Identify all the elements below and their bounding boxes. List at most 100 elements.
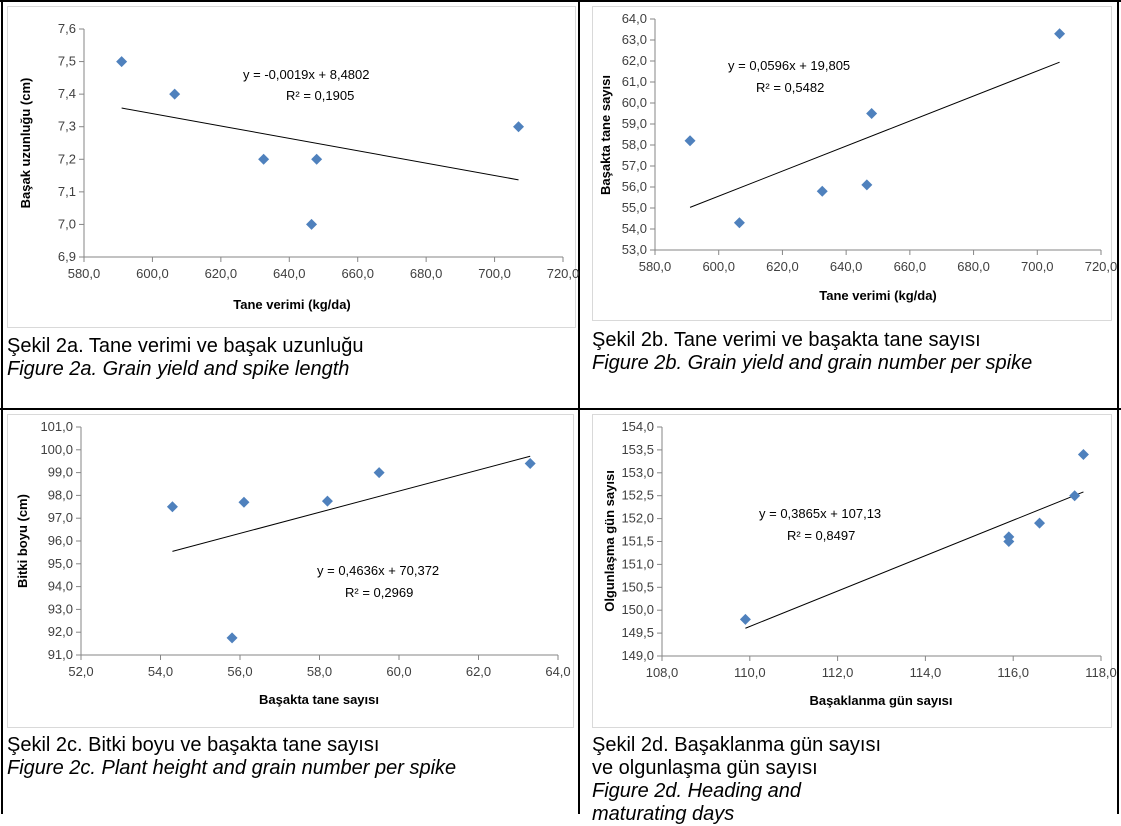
chart-2d-svg: 149,0 149,5 150,0 150,5 151,0 151,5 152,0 152,5… xyxy=(602,419,1117,708)
trendline xyxy=(689,61,1060,208)
y-tick-label: 61,0 xyxy=(622,74,647,89)
x-tick-label: 116,0 xyxy=(997,665,1029,680)
y-tick-label: 6,9 xyxy=(58,249,76,264)
r-squared-label: R² = 0,1905 xyxy=(286,88,354,103)
x-tick-label: 660,0 xyxy=(341,266,374,281)
data-point xyxy=(238,496,250,508)
x-axis-title: Tane verimi (kg/da) xyxy=(233,297,351,312)
x-tick-label: 118,0 xyxy=(1085,665,1117,680)
x-tick-label: 640,0 xyxy=(830,259,863,274)
y-tick-label: 95,0 xyxy=(48,556,73,571)
y-tick-label: 149,5 xyxy=(621,625,654,640)
x-tick-label: 58,0 xyxy=(307,664,332,679)
caption-2a: Şekil 2a. Tane verimi ve başak uzunluğu … xyxy=(7,335,364,381)
y-tick-label: 7,2 xyxy=(58,151,76,166)
caption-2d: Şekil 2d. Başaklanma gün sayısı ve olgun… xyxy=(592,734,892,826)
data-point xyxy=(861,179,873,191)
y-tick-label: 152,0 xyxy=(621,511,654,526)
data-point xyxy=(524,457,536,469)
y-tick-label: 58,0 xyxy=(622,137,647,152)
table-border-middle xyxy=(578,0,580,814)
data-point xyxy=(169,88,181,100)
y-tick-label: 94,0 xyxy=(48,579,73,594)
caption-2d-en: Figure 2d. Heading and maturating days xyxy=(592,780,802,825)
table-border-right xyxy=(1117,0,1119,814)
x-tick-label: 620,0 xyxy=(766,259,799,274)
data-point xyxy=(733,217,745,229)
y-tick-label: 7,4 xyxy=(58,86,76,101)
x-tick-label: 56,0 xyxy=(227,664,252,679)
y-tick-label: 150,5 xyxy=(621,579,654,594)
x-tick-label: 700,0 xyxy=(1021,259,1054,274)
data-point xyxy=(311,153,323,165)
caption-2b-tr: Şekil 2b. Tane verimi ve başakta tane sa… xyxy=(592,329,981,351)
data-point xyxy=(1077,448,1089,460)
caption-2c: Şekil 2c. Bitki boyu ve başakta tane say… xyxy=(7,734,456,780)
y-tick-label: 55,0 xyxy=(622,200,647,215)
chart-2b: 53,0 54,0 55,0 56,0 57,0 58,0 59,0 60,0 61,0 62,0… xyxy=(592,6,1117,321)
y-tick-label: 54,0 xyxy=(622,221,647,236)
x-tick-label: 620,0 xyxy=(205,266,238,281)
caption-2a-en: Figure 2a. Grain yield and spike length xyxy=(7,358,350,380)
trendline-equation: y = -0,0019x + 8,4802 xyxy=(243,67,369,82)
y-tick-label: 93,0 xyxy=(48,601,73,616)
x-tick-label: 64,0 xyxy=(545,664,570,679)
x-tick-label: 600,0 xyxy=(136,266,169,281)
chart-2a-svg: 6,9 7,0 7,1 7,2 7,3 7,4 7,5 7,6 580,0 600,0 620,0 6… xyxy=(18,21,579,312)
data-point xyxy=(226,632,238,644)
caption-2b: Şekil 2b. Tane verimi ve başakta tane sa… xyxy=(592,329,1032,375)
x-tick-label: 720,0 xyxy=(1085,259,1118,274)
r-squared-label: R² = 0,8497 xyxy=(787,528,855,543)
y-tick-label: 56,0 xyxy=(622,179,647,194)
y-axis-title: Olgunlaşma gün sayısı xyxy=(602,470,617,612)
data-point xyxy=(816,185,828,197)
data-point xyxy=(1034,517,1046,529)
data-point xyxy=(258,153,270,165)
y-tick-label: 99,0 xyxy=(48,465,73,480)
y-tick-label: 64,0 xyxy=(622,11,647,26)
y-tick-label: 92,0 xyxy=(48,624,73,639)
chart-2d: 149,0 149,5 150,0 150,5 151,0 151,5 152,0 152,5… xyxy=(592,414,1117,728)
data-point xyxy=(1003,531,1015,543)
x-axis-title: Başakta tane sayısı xyxy=(259,692,379,707)
y-tick-label: 100,0 xyxy=(40,442,73,457)
caption-2b-en: Figure 2b. Grain yield and grain number … xyxy=(592,352,1033,374)
data-point xyxy=(1054,28,1066,40)
y-tick-label: 7,1 xyxy=(58,184,76,199)
caption-2c-en: Figure 2c. Plant height and grain number… xyxy=(7,757,457,779)
x-tick-label: 114,0 xyxy=(910,665,942,680)
y-tick-label: 62,0 xyxy=(622,53,647,68)
x-tick-label: 660,0 xyxy=(894,259,927,274)
table-border-row xyxy=(0,408,1121,410)
caption-2c-tr: Şekil 2c. Bitki boyu ve başakta tane say… xyxy=(7,734,380,756)
y-tick-label: 91,0 xyxy=(48,647,73,662)
x-axis-title: Tane verimi (kg/da) xyxy=(819,288,937,303)
data-point xyxy=(866,108,878,119)
x-tick-label: 720,0 xyxy=(547,266,580,281)
x-tick-label: 700,0 xyxy=(478,266,511,281)
trendline xyxy=(121,107,519,181)
trendline xyxy=(745,491,1084,629)
data-point xyxy=(321,495,333,507)
y-tick-label: 149,0 xyxy=(621,648,654,663)
trendline xyxy=(172,455,531,552)
y-tick-label: 152,5 xyxy=(621,488,654,503)
x-tick-label: 52,0 xyxy=(68,664,93,679)
y-tick-label: 59,0 xyxy=(622,116,647,131)
y-axis-title: Bitki boyu (cm) xyxy=(15,494,30,588)
x-tick-label: 112,0 xyxy=(822,665,854,680)
trendline-equation: y = 0,0596x + 19,805 xyxy=(728,58,850,73)
data-point xyxy=(166,501,178,513)
x-axis-title: Başaklanma gün sayısı xyxy=(809,693,952,708)
data-point xyxy=(306,218,318,230)
table-border-top xyxy=(0,0,1121,2)
trendline-equation: y = 0,4636x + 70,372 xyxy=(317,563,439,578)
x-tick-label: 580,0 xyxy=(68,266,101,281)
r-squared-label: R² = 0,2969 xyxy=(345,585,413,600)
x-tick-label: 680,0 xyxy=(957,259,990,274)
y-tick-label: 57,0 xyxy=(622,158,647,173)
x-tick-label: 108,0 xyxy=(646,665,679,680)
x-tick-label: 62,0 xyxy=(466,664,491,679)
y-tick-label: 97,0 xyxy=(48,510,73,525)
r-squared-label: R² = 0,5482 xyxy=(756,80,824,95)
